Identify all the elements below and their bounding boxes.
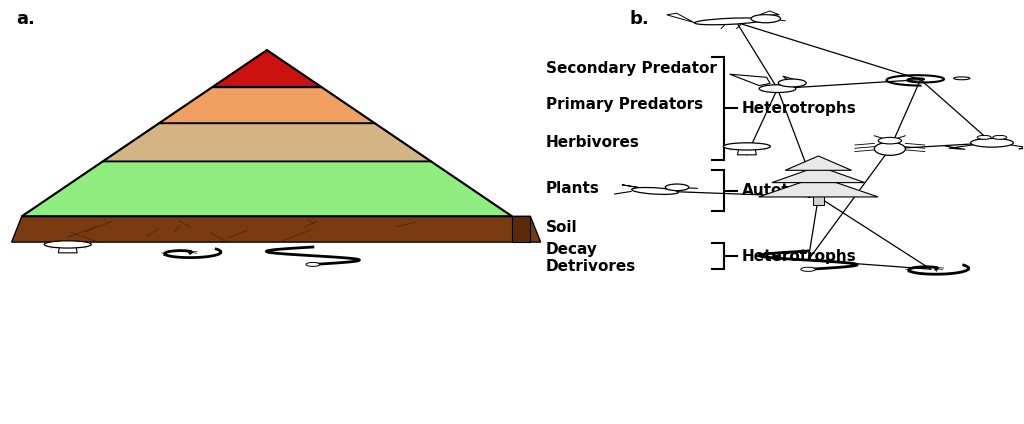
Ellipse shape [723,143,770,150]
Polygon shape [58,244,77,253]
Text: Secondary Predator: Secondary Predator [546,61,717,76]
Polygon shape [11,216,541,242]
Polygon shape [737,146,757,155]
Polygon shape [622,185,663,191]
Text: Decay
Detrivores: Decay Detrivores [546,242,636,274]
Text: Plants: Plants [546,181,600,196]
Polygon shape [213,50,321,86]
Text: Heterotrophs: Heterotrophs [741,101,856,116]
Polygon shape [760,11,779,15]
Text: b.: b. [630,10,649,28]
Text: Primary Predators: Primary Predators [546,98,702,112]
Text: a.: a. [16,10,36,28]
Circle shape [879,137,901,144]
Polygon shape [102,123,431,162]
Ellipse shape [953,77,970,80]
Text: Autotrophs: Autotrophs [741,183,839,198]
Circle shape [751,14,780,23]
Ellipse shape [632,187,678,194]
Polygon shape [159,86,375,123]
Polygon shape [667,13,694,22]
Polygon shape [772,166,865,183]
Ellipse shape [759,85,796,92]
Text: Heterotrophs: Heterotrophs [741,249,856,264]
Polygon shape [785,156,852,170]
FancyBboxPatch shape [813,196,823,205]
Polygon shape [22,162,512,216]
Circle shape [977,135,991,139]
Text: Soil: Soil [546,220,578,234]
Polygon shape [730,74,770,86]
Circle shape [666,184,689,191]
Ellipse shape [44,241,91,248]
Circle shape [801,267,815,271]
Circle shape [778,79,806,87]
Ellipse shape [971,139,1014,147]
Polygon shape [759,176,879,197]
Circle shape [306,262,319,266]
Ellipse shape [874,142,905,155]
Circle shape [992,135,1007,139]
Text: Herbivores: Herbivores [546,135,640,150]
Polygon shape [512,216,530,242]
Ellipse shape [694,18,763,25]
